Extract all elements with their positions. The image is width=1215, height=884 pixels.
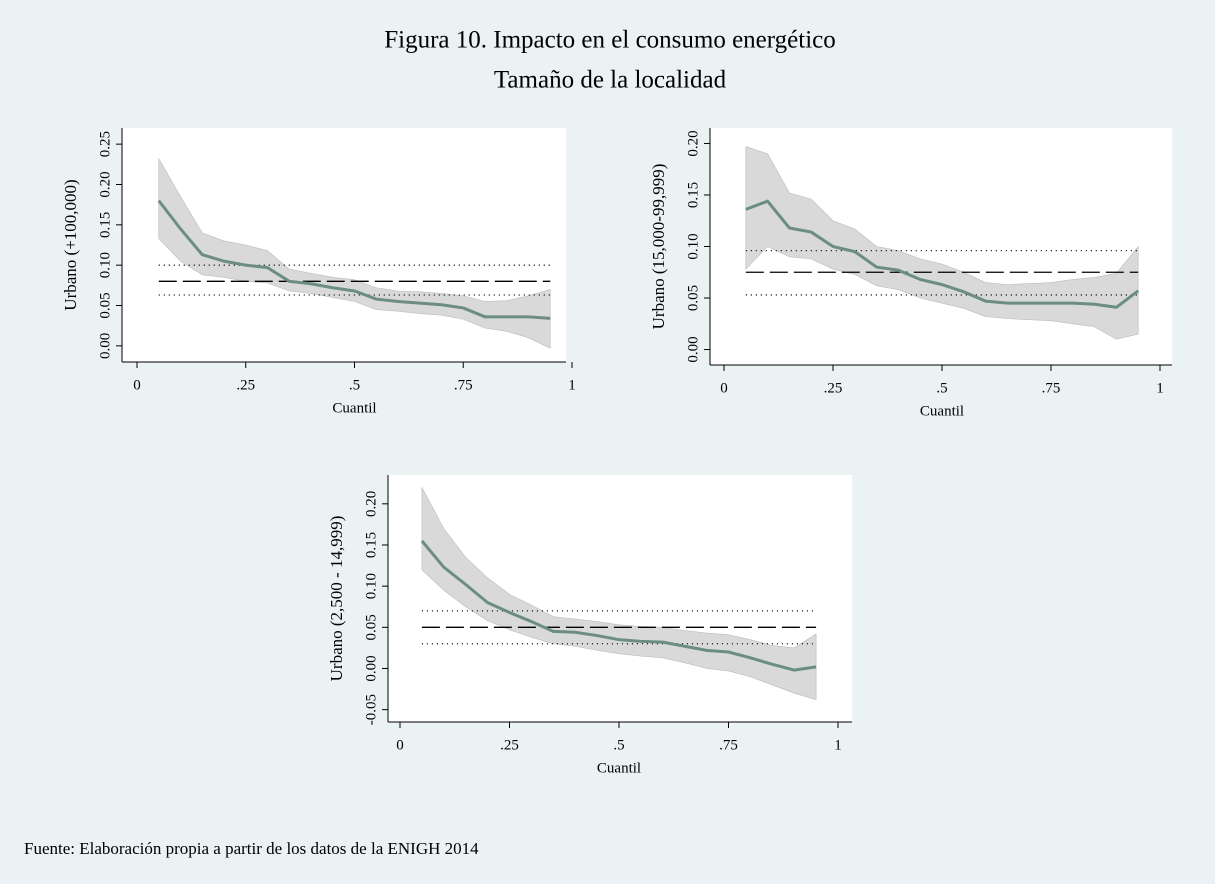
source-note: Fuente: Elaboración propia a partir de l… xyxy=(24,839,479,858)
quantile-line xyxy=(420,539,817,672)
y-tick-label: 0.20 xyxy=(363,491,379,517)
y-tick-label: 0.05 xyxy=(97,292,113,318)
figure-subtitle: Tamaño de la localidad xyxy=(494,67,727,94)
x-axis-label: Cuantil xyxy=(920,403,964,419)
y-axis-label: Urbano (15,000-99,999) xyxy=(649,164,668,330)
y-tick-label: 0.15 xyxy=(685,182,701,208)
x-tick-label: .75 xyxy=(454,377,473,393)
x-axis-label: Cuantil xyxy=(332,400,376,416)
y-tick-label: 0.15 xyxy=(97,212,113,238)
y-tick-label: 0.05 xyxy=(363,614,379,640)
y-tick-label: 0.05 xyxy=(685,285,701,311)
y-tick-label: 0.10 xyxy=(363,573,379,599)
y-axis-label: Urbano (2,500 - 14,999) xyxy=(327,516,346,682)
confidence-band xyxy=(421,487,817,701)
quantile-line xyxy=(745,199,1140,309)
x-tick-label: .25 xyxy=(824,380,843,396)
quantile-line xyxy=(157,199,551,320)
y-tick-label: -0.05 xyxy=(363,694,379,725)
x-tick-label: .75 xyxy=(719,737,738,753)
x-tick-label: 0 xyxy=(133,377,141,393)
y-axis-label: Urbano (+100,000) xyxy=(61,179,80,310)
x-tick-label: 0 xyxy=(720,380,728,396)
x-tick-label: 0 xyxy=(396,737,404,753)
x-tick-label: 1 xyxy=(568,377,576,393)
confidence-band xyxy=(158,157,551,349)
x-tick-label: 1 xyxy=(1156,380,1164,396)
x-tick-label: .5 xyxy=(936,380,947,396)
x-tick-label: 1 xyxy=(834,737,842,753)
x-tick-label: .25 xyxy=(236,377,255,393)
x-tick-label: .75 xyxy=(1042,380,1061,396)
x-axis-label: Cuantil xyxy=(597,760,641,776)
y-tick-label: 0.15 xyxy=(363,532,379,558)
y-tick-label: 0.00 xyxy=(363,655,379,681)
y-tick-label: 0.10 xyxy=(97,252,113,278)
y-tick-label: 0.00 xyxy=(97,333,113,359)
x-tick-label: .25 xyxy=(500,737,519,753)
figure-title: Figura 10. Impacto en el consumo energét… xyxy=(384,27,836,54)
confidence-band xyxy=(745,146,1139,340)
y-tick-label: 0.20 xyxy=(685,130,701,156)
x-tick-label: .5 xyxy=(349,377,360,393)
y-tick-label: 0.20 xyxy=(97,171,113,197)
y-tick-label: 0.00 xyxy=(685,336,701,362)
y-tick-label: 0.10 xyxy=(685,233,701,259)
y-tick-label: 0.25 xyxy=(97,131,113,157)
x-tick-label: .5 xyxy=(613,737,624,753)
